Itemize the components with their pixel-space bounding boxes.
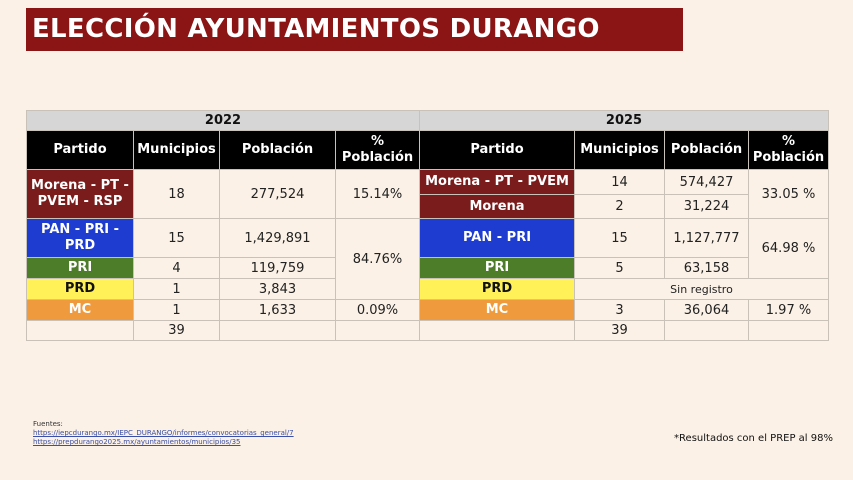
col-pct-poblacion-2022: % Población <box>335 130 420 170</box>
poblacion-cell: 574,427 <box>664 169 749 195</box>
party-mc: MC <box>419 299 575 321</box>
total-spacer <box>219 320 336 341</box>
municipios-cell: 18 <box>133 169 220 219</box>
municipios-cell: 15 <box>133 218 220 258</box>
poblacion-cell: 277,524 <box>219 169 336 219</box>
party-pri: PRI <box>419 257 575 279</box>
poblacion-cell: 31,224 <box>664 194 749 219</box>
municipios-cell: 1 <box>133 278 220 300</box>
total-2022: 39 <box>133 320 220 341</box>
col-partido-2022: Partido <box>26 130 134 170</box>
source-link-prep[interactable]: https://prepdurango2025.mx/ayuntamientos… <box>33 438 241 446</box>
pct-cell: 64.98 % <box>748 218 829 279</box>
col-municipios-2025: Municipios <box>574 130 665 170</box>
col-poblacion-2022: Población <box>219 130 336 170</box>
col-municipios-2022: Municipios <box>133 130 220 170</box>
year-2022-header: 2022 <box>26 110 420 131</box>
municipios-cell: 14 <box>574 169 665 195</box>
municipios-cell: 5 <box>574 257 665 279</box>
source-link-iepc[interactable]: https://iepcdurango.mx/IEPC_DURANGO/info… <box>33 429 294 437</box>
col-pct-poblacion-2025: % Población <box>748 130 829 170</box>
poblacion-cell: 119,759 <box>219 257 336 279</box>
total-spacer <box>664 320 749 341</box>
total-spacer <box>419 320 575 341</box>
pct-cell: 0.09% <box>335 299 420 321</box>
party-mc: MC <box>26 299 134 321</box>
pct-cell: 1.97 % <box>748 299 829 321</box>
party-pri: PRI <box>26 257 134 279</box>
col-partido-2025: Partido <box>419 130 575 170</box>
sin-registro-cell: Sin registro <box>574 278 829 300</box>
year-2025-header: 2025 <box>419 110 829 131</box>
poblacion-cell: 36,064 <box>664 299 749 321</box>
sources-footnote: Fuentes: https://iepcdurango.mx/IEPC_DUR… <box>33 420 294 447</box>
party-pan-pri-prd: PAN - PRI - PRD <box>26 218 134 258</box>
total-spacer <box>748 320 829 341</box>
pct-label: Población <box>752 150 825 165</box>
party-pan-pri: PAN - PRI <box>419 218 575 258</box>
col-poblacion-2025: Población <box>664 130 749 170</box>
pct-symbol: % <box>781 134 796 149</box>
results-table: 2022 2025 Partido Municipios Población %… <box>26 110 829 341</box>
total-spacer <box>26 320 134 341</box>
poblacion-cell: 1,633 <box>219 299 336 321</box>
party-prd: PRD <box>26 278 134 300</box>
party-morena-pt-pvem: Morena - PT - PVEM <box>419 169 575 195</box>
total-2025: 39 <box>574 320 665 341</box>
party-morena-pt-pvem-rsp: Morena - PT - PVEM - RSP <box>26 169 134 219</box>
pct-cell: 33.05 % <box>748 169 829 219</box>
pct-label: Población <box>341 150 414 165</box>
municipios-cell: 2 <box>574 194 665 219</box>
poblacion-cell: 1,429,891 <box>219 218 336 258</box>
poblacion-cell: 63,158 <box>664 257 749 279</box>
municipios-cell: 1 <box>133 299 220 321</box>
pct-cell: 15.14% <box>335 169 420 219</box>
prep-note: *Resultados con el PREP al 98% <box>674 433 833 444</box>
poblacion-cell: 3,843 <box>219 278 336 300</box>
pct-cell: 84.76% <box>335 218 420 300</box>
page-title: ELECCIÓN AYUNTAMIENTOS DURANGO <box>26 8 683 51</box>
party-morena: Morena <box>419 194 575 219</box>
municipios-cell: 15 <box>574 218 665 258</box>
municipios-cell: 4 <box>133 257 220 279</box>
sources-label: Fuentes: <box>33 420 63 428</box>
pct-symbol: % <box>370 134 385 149</box>
municipios-cell: 3 <box>574 299 665 321</box>
poblacion-cell: 1,127,777 <box>664 218 749 258</box>
total-spacer <box>335 320 420 341</box>
party-prd: PRD <box>419 278 575 300</box>
